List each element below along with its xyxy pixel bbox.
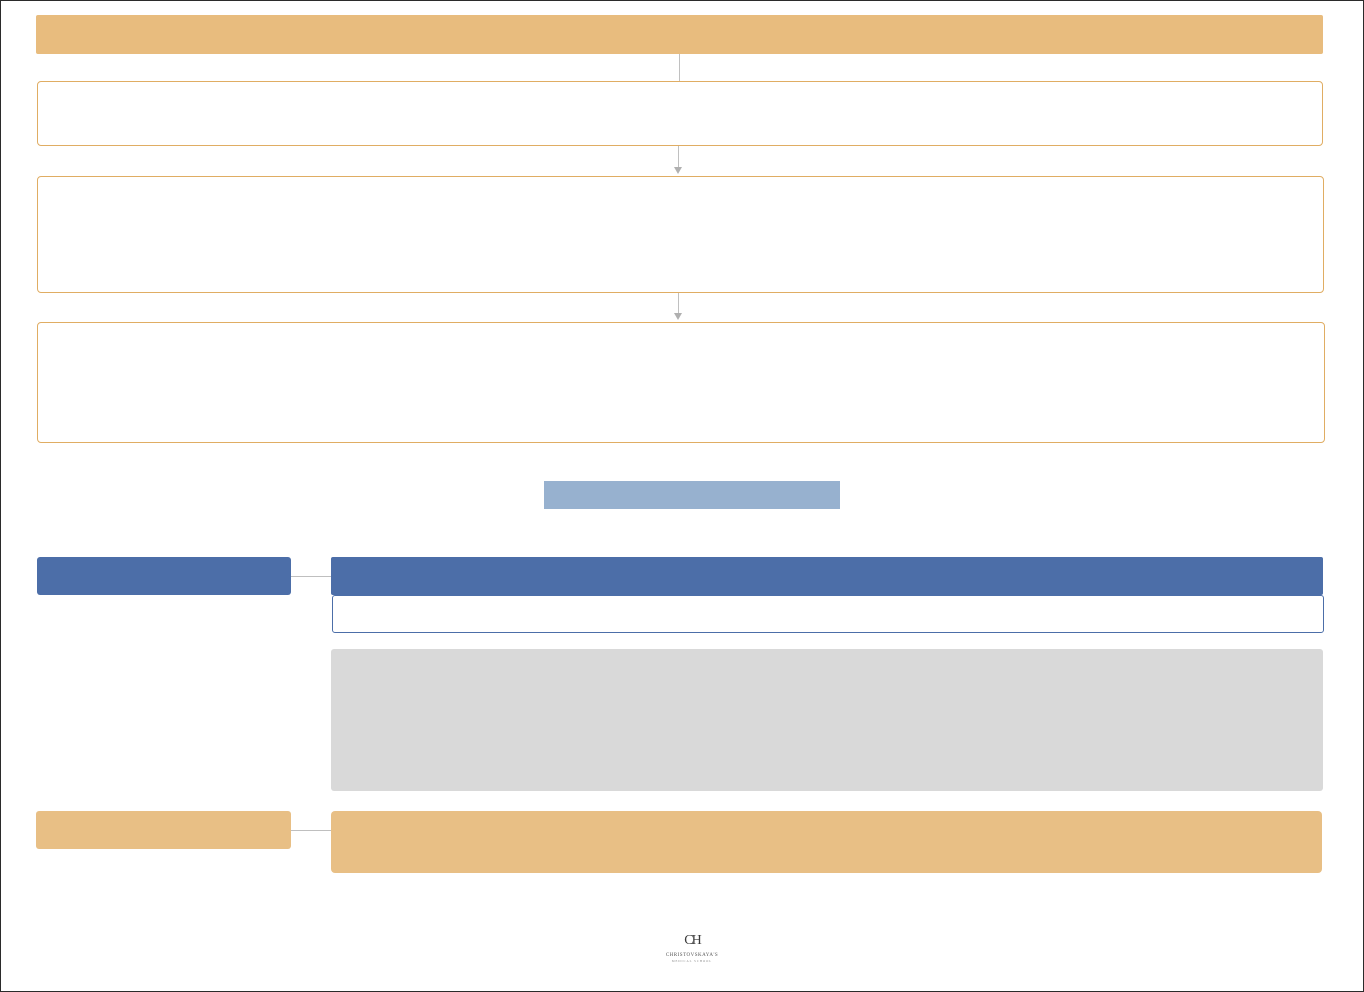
header-bar	[36, 15, 1323, 54]
step-box-1	[37, 81, 1323, 146]
blue-right-subtitle	[332, 595, 1324, 633]
connector-line	[291, 830, 331, 831]
center-label	[544, 481, 840, 509]
arrow-down-icon	[674, 313, 682, 320]
step-box-2	[37, 176, 1324, 293]
connector-line	[291, 576, 331, 577]
logo-name: CHRISTOVSKAYA'S	[665, 953, 719, 958]
step-box-3	[37, 322, 1325, 443]
gold-left-label	[36, 811, 291, 849]
blue-left-label	[37, 557, 291, 595]
gray-panel	[331, 649, 1323, 791]
logo-subtitle: MEDICAL SCHOOL	[671, 959, 713, 963]
logo-mark: CH	[684, 933, 702, 948]
blue-right-title	[331, 557, 1323, 595]
arrow-down-icon	[674, 167, 682, 174]
connector-line	[678, 293, 679, 313]
school-logo: CH CHRISTOVSKAYA'S MEDICAL SCHOOL	[664, 934, 720, 968]
gold-right-box	[331, 811, 1322, 873]
connector-line	[679, 54, 680, 81]
connector-line	[678, 146, 679, 168]
